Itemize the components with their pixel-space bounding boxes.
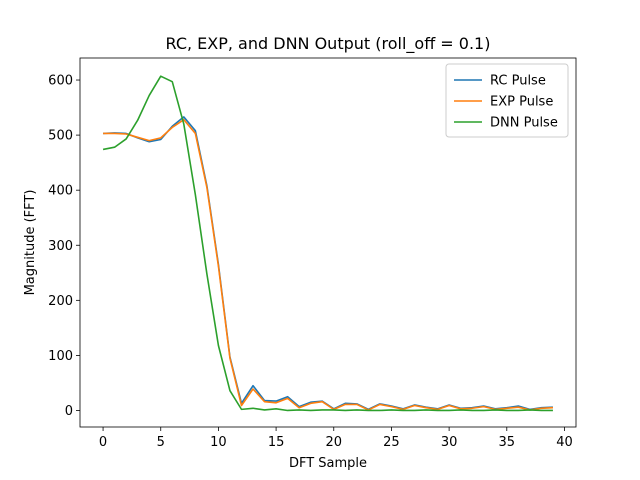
x-tick-label: 30 bbox=[441, 435, 458, 450]
x-tick-label: 10 bbox=[210, 435, 227, 450]
x-tick-label: 5 bbox=[157, 435, 165, 450]
series-layer bbox=[102, 75, 553, 412]
legend: RC Pulse EXP Pulse DNN Pulse bbox=[445, 63, 569, 138]
y-tick-label: 400 bbox=[48, 184, 73, 199]
x-tick-label: 20 bbox=[325, 435, 342, 450]
x-tick-label: 15 bbox=[268, 435, 285, 450]
x-axis-label: DFT Sample bbox=[289, 456, 367, 471]
y-tick-label: 300 bbox=[48, 239, 73, 254]
y-tick-label: 100 bbox=[48, 349, 73, 364]
legend-label-exp-pulse: EXP Pulse bbox=[490, 95, 553, 110]
legend-items: RC Pulse EXP Pulse DNN Pulse bbox=[454, 74, 558, 131]
legend-label-dnn-pulse: DNN Pulse bbox=[490, 116, 558, 131]
legend-box bbox=[445, 63, 569, 138]
y-tick-label: 0 bbox=[65, 404, 73, 419]
x-axis-ticks: 0 5 10 15 20 25 30 35 40 bbox=[99, 427, 573, 450]
y-axis-ticks: 0 100 200 300 400 500 600 bbox=[48, 74, 80, 419]
x-tick-label: 0 bbox=[99, 435, 107, 450]
x-tick-label: 40 bbox=[556, 435, 573, 450]
plot-frame bbox=[79, 57, 577, 428]
y-tick-label: 600 bbox=[48, 74, 73, 89]
series-line-dnn-pulse bbox=[102, 75, 553, 412]
series-line-exp-pulse bbox=[103, 118, 553, 411]
x-tick-label: 35 bbox=[499, 435, 516, 450]
y-tick-label: 200 bbox=[48, 294, 73, 309]
x-tick-label: 25 bbox=[383, 435, 400, 450]
y-axis-label: Magnitude (FFT) bbox=[23, 190, 38, 296]
legend-label-rc-pulse: RC Pulse bbox=[490, 74, 546, 89]
chart-title: RC, EXP, and DNN Output (roll_off = 0.1) bbox=[166, 34, 491, 54]
y-tick-label: 500 bbox=[48, 129, 73, 144]
